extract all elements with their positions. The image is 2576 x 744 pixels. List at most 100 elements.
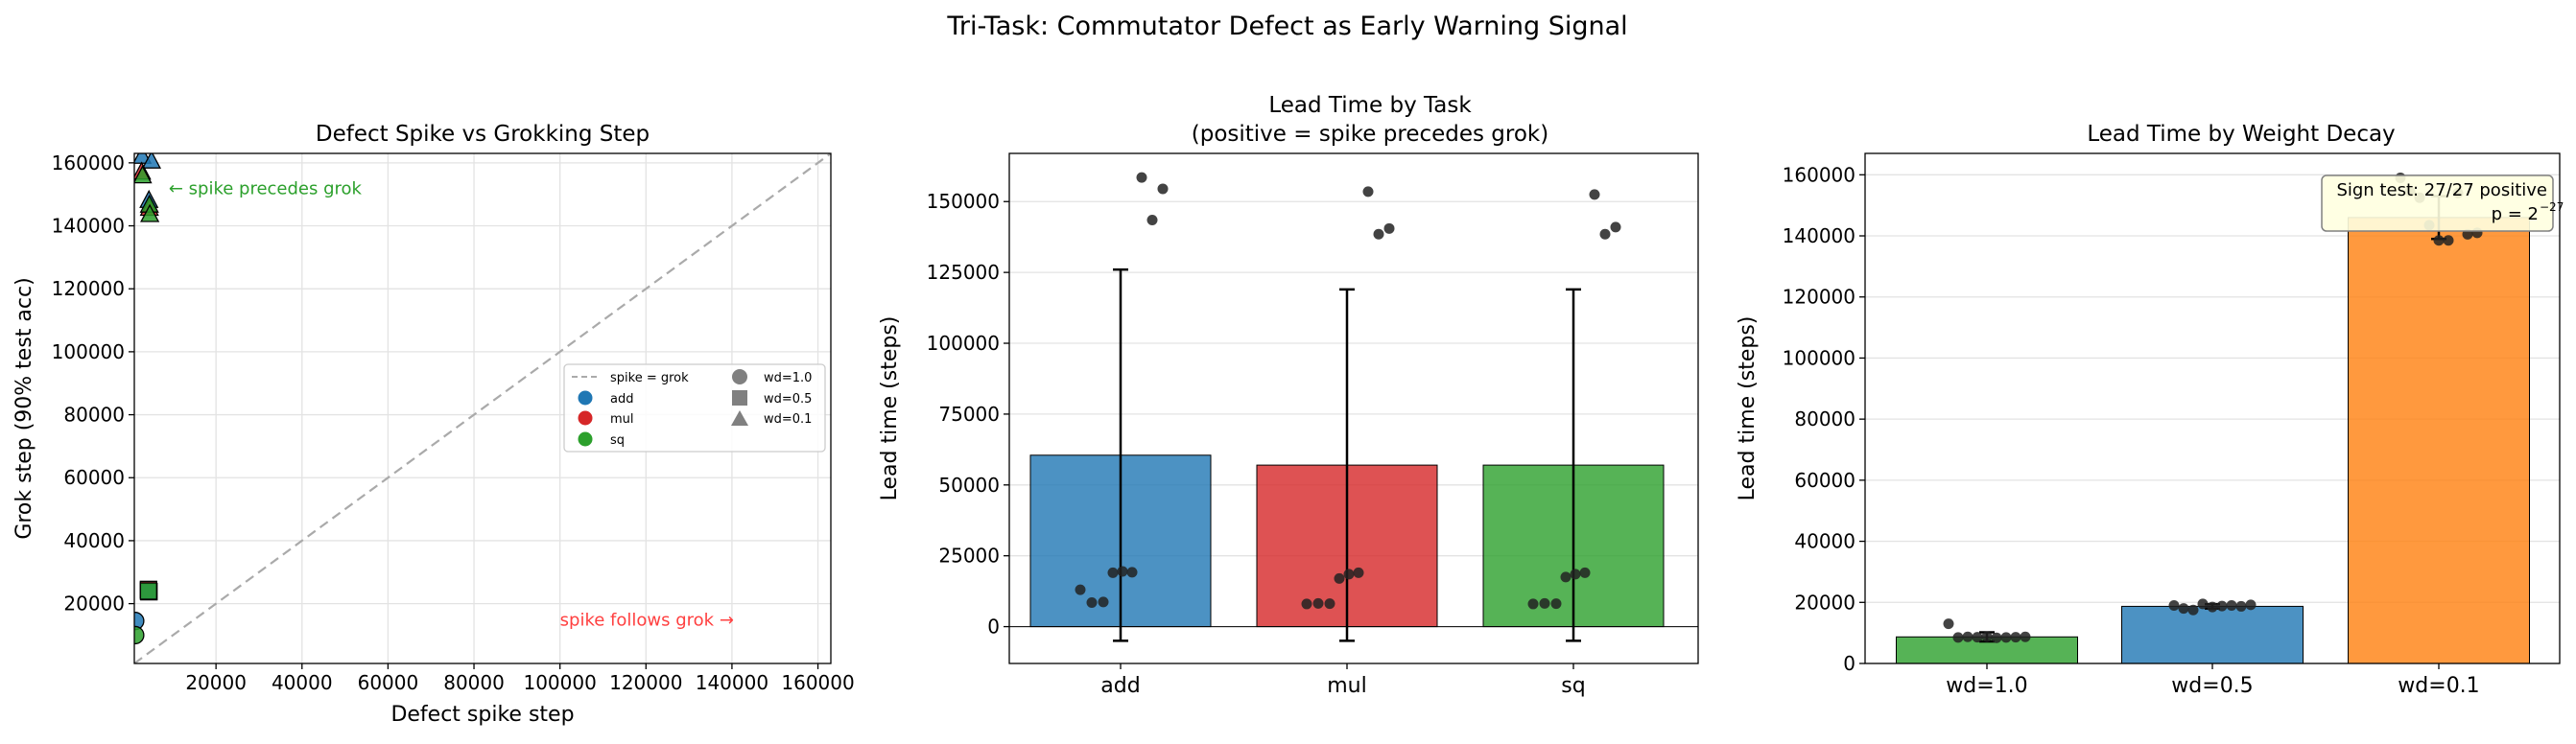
panel1-xtick-label: 20000 xyxy=(185,671,247,694)
p2-ytick-label: 125000 xyxy=(927,261,1000,284)
panel1-axes-frame xyxy=(133,152,832,664)
p3-ytick-label: 20000 xyxy=(1794,591,1855,614)
p2-point-mul xyxy=(1373,228,1384,240)
p3-point-wd=1.0 xyxy=(2000,632,2012,643)
panel1-title: Defect Spike vs Grokking Step xyxy=(316,122,650,147)
panel-lead-time-by-task: Lead Time by Task (positive = spike prec… xyxy=(878,93,1699,698)
legend-mul-label: mul xyxy=(610,412,634,427)
scatter-point-add xyxy=(141,153,162,169)
legend-wd10-marker xyxy=(732,369,747,384)
p2-point-sq xyxy=(1610,221,1621,233)
legend-wd10-label: wd=1.0 xyxy=(764,371,812,385)
sign-test-line2: p = 2 xyxy=(2492,204,2539,224)
legend-add-label: add xyxy=(610,392,633,407)
panel2-jitter-points xyxy=(1075,172,1621,610)
sign-test-line1: Sign test: 27/27 positive xyxy=(2336,180,2547,200)
p3-point-wd=1.0 xyxy=(1952,632,1964,643)
p2-point-sq xyxy=(1570,569,1581,580)
annotation-spike-precedes: ← spike precedes grok xyxy=(169,179,363,199)
p3-point-wd=1.0 xyxy=(1943,618,1954,630)
p2-point-add xyxy=(1107,567,1119,578)
p3-ytick-label: 100000 xyxy=(1783,346,1855,369)
p2-point-mul xyxy=(1301,598,1312,610)
panel3-x-ticks: wd=1.0 wd=0.5 wd=0.1 xyxy=(1946,663,2480,698)
p2-point-sq xyxy=(1599,228,1611,240)
p2-point-add xyxy=(1146,214,1158,225)
p2-ytick-label: 50000 xyxy=(938,474,1000,497)
p2-xtick-label: sq xyxy=(1561,674,1585,698)
p3-point-wd=1.0 xyxy=(2010,632,2021,643)
p2-point-sq xyxy=(1579,567,1591,578)
p2-ytick-label: 150000 xyxy=(927,190,1000,213)
panel2-y-ticks: 0 25000 50000 75000 100000 125000 150000 xyxy=(927,190,1009,639)
legend-add-marker xyxy=(578,390,593,406)
p3-bar-wd=0.1 xyxy=(2348,217,2530,664)
p2-point-add xyxy=(1126,567,1138,578)
panel1-xtick-label: 80000 xyxy=(443,671,505,694)
annotation-spike-follows: spike follows grok → xyxy=(560,611,734,631)
scatter-point-sq xyxy=(140,203,160,222)
p2-point-sq xyxy=(1589,189,1600,200)
p3-ytick-label: 80000 xyxy=(1794,407,1855,430)
p2-point-mul xyxy=(1353,567,1364,578)
p3-point-wd=0.1 xyxy=(2433,235,2445,246)
p2-point-add xyxy=(1117,566,1128,577)
scatter-points xyxy=(134,153,162,645)
panel1-x-ticks: 20000 40000 60000 80000 100000 120000 140000 16… xyxy=(185,663,855,694)
panel1-ytick-label: 100000 xyxy=(52,340,125,363)
p2-point-add xyxy=(1157,183,1169,195)
p2-point-add xyxy=(1086,596,1098,608)
diagonal-reference-line xyxy=(134,153,831,663)
p3-xtick-label: wd=0.5 xyxy=(2171,674,2253,698)
panel2-subtitle: (positive = spike precedes grok) xyxy=(1192,122,1548,147)
p2-point-mul xyxy=(1312,597,1324,609)
p2-ytick-label: 100000 xyxy=(927,332,1000,355)
p3-ytick-label: 0 xyxy=(1843,652,1855,675)
panel1-xtick-label: 140000 xyxy=(696,671,768,694)
figure-suptitle: Tri-Task: Commutator Defect as Early War… xyxy=(946,12,1627,41)
p2-xtick-label: mul xyxy=(1327,674,1367,698)
legend-sq-label: sq xyxy=(610,433,625,448)
legend-wd01-marker xyxy=(731,410,748,426)
panel1-ylabel: Grok step (90% test acc) xyxy=(12,277,36,539)
panel3-ylabel: Lead time (steps) xyxy=(1736,316,1760,501)
p2-xtick-label: add xyxy=(1100,674,1140,698)
p3-point-wd=0.5 xyxy=(2187,604,2199,616)
p3-point-wd=0.5 xyxy=(2197,598,2209,610)
p3-ytick-label: 120000 xyxy=(1783,286,1855,309)
panel2-ylabel: Lead time (steps) xyxy=(878,316,902,501)
p2-point-mul xyxy=(1383,222,1395,234)
p2-ytick-label: 75000 xyxy=(938,403,1000,426)
p3-point-wd=0.5 xyxy=(2235,600,2247,612)
p2-point-sq xyxy=(1560,571,1572,583)
legend-wd05-marker xyxy=(732,390,747,406)
sign-test-exponent: −27 xyxy=(2540,200,2564,214)
panel1-xtick-label: 160000 xyxy=(781,671,854,694)
sign-test-annotation: Sign test: 27/27 positive p = 2 −27 xyxy=(2321,174,2564,232)
legend-wd05-label: wd=0.5 xyxy=(764,392,812,407)
p3-ytick-label: 60000 xyxy=(1794,469,1855,492)
panel1-xtick-label: 60000 xyxy=(358,671,419,694)
scatter-point-sq xyxy=(139,582,157,600)
panel3-y-ticks: 0 20000 40000 60000 80000 100000 120000 140000 1… xyxy=(1783,163,1865,675)
panel3-bars xyxy=(1896,217,2530,664)
p2-point-mul xyxy=(1362,186,1374,198)
p2-point-mul xyxy=(1343,569,1355,580)
panel1-xlabel: Defect spike step xyxy=(390,703,574,727)
p2-point-add xyxy=(1075,584,1086,595)
p3-ytick-label: 160000 xyxy=(1783,163,1855,186)
panel1-xtick-label: 40000 xyxy=(272,671,333,694)
p3-point-wd=1.0 xyxy=(2020,631,2031,642)
p2-point-mul xyxy=(1334,572,1345,584)
p3-point-wd=1.0 xyxy=(1991,632,2002,643)
sign-test-pvalue: p = 2 xyxy=(2492,204,2539,224)
p3-point-wd=0.5 xyxy=(2207,601,2218,613)
p3-point-wd=1.0 xyxy=(1962,631,1973,642)
p3-point-wd=1.0 xyxy=(1972,632,1983,643)
p2-point-sq xyxy=(1550,598,1562,610)
p2-point-sq xyxy=(1527,598,1539,610)
panel1-xtick-label: 120000 xyxy=(609,671,682,694)
panel1-legend: spike = grok add mul sq wd=1.0 wd=0.5 wd… xyxy=(563,363,826,453)
p3-point-wd=0.5 xyxy=(2178,603,2189,615)
